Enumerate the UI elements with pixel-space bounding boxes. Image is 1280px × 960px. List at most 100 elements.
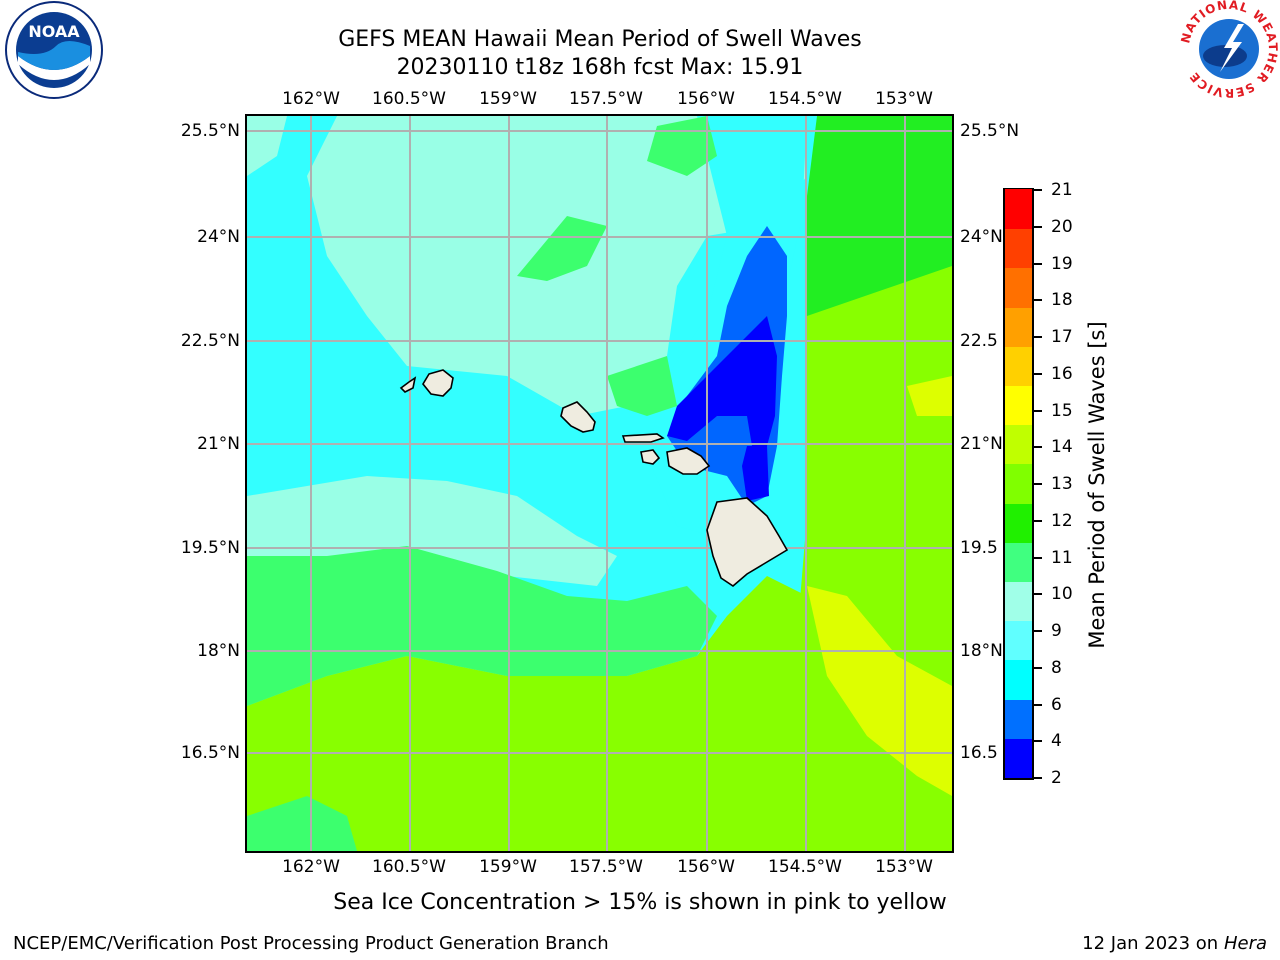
graticule [247,116,952,851]
colorbar-tick-label: 6 [1051,694,1062,715]
colorbar-tick-label: 18 [1051,290,1073,311]
ocean-field-yellow-green [247,576,807,851]
ocean-field-green [517,216,607,281]
colorbar-tick-label: 10 [1051,584,1073,605]
colorbar-segment [1005,463,1032,504]
colorbar-tick [1034,630,1042,632]
lat-label-right: 16.5 [960,743,998,763]
colorbar-tick-label: 16 [1051,363,1073,384]
colorbar-tick-label: 2 [1051,768,1062,788]
footer-host: Hera [1223,933,1267,954]
lat-label-left: 19.5°N [180,538,240,558]
lat-label-right: 21°N [960,434,1003,454]
colorbar-tick [1034,262,1042,265]
colorbar [1003,188,1034,780]
colorbar-tick [1034,336,1042,338]
colorbar-segment [1005,424,1032,465]
colorbar-tick-label: 20 [1051,216,1073,237]
island-outlines [399,369,789,588]
noaa-logo-text: NOAA [28,22,80,41]
colorbar-segment [1005,385,1032,426]
nws-logo: NATIONAL WEATHER SERVICE [1178,0,1279,100]
ocean-field-yellow [907,376,952,416]
lon-label-bottom: 154.5°W [768,857,842,877]
colorbar-segment [1005,620,1032,661]
lat-label-left: 22.5°N [180,331,240,351]
lon-label-bottom: 162°W [282,857,340,877]
colorbar-segment [1005,581,1032,622]
colorbar-tick-label: 12 [1051,510,1073,531]
colorbar-segment [1005,306,1032,347]
colorbar-tick [1034,372,1042,375]
noaa-logo: NOAA [4,0,104,100]
colorbar-tick-label: 11 [1051,547,1073,568]
ocean-field-deep-blue [667,316,777,446]
lon-label-bottom: 159°W [479,857,537,877]
ocean-field-pale [247,476,617,586]
colorbar-segment [1005,542,1032,582]
lon-label-top: 154.5°W [768,89,842,109]
colorbar-segment [1005,346,1032,386]
colorbar-segment [1005,738,1032,778]
colorbar-segment [1005,502,1032,543]
colorbar-segment [1005,228,1032,269]
lat-label-left: 25.5°N [180,121,240,141]
ocean-field-green [247,796,357,851]
lon-label-top: 156°W [677,89,735,109]
sea-ice-note: Sea Ice Concentration > 15% is shown in … [333,890,947,915]
colorbar-tick [1034,225,1042,228]
lat-label-right: 25.5°N [960,121,1020,141]
lat-label-right: 22.5 [960,331,998,351]
map-field-svg [247,116,952,851]
colorbar-tick-label: 14 [1051,437,1073,458]
lon-label-top: 160.5°W [372,89,446,109]
colorbar-segment [1005,659,1032,700]
ocean-field-yellow [807,586,952,796]
colorbar-tick [1034,446,1042,449]
lat-label-left: 16.5°N [180,743,240,763]
lon-label-bottom: 160.5°W [372,857,446,877]
colorbar-tick [1034,556,1042,559]
island-hawaii [706,497,789,588]
ocean-field-green [247,546,717,706]
lat-label-left: 21°N [197,434,240,454]
lon-label-top: 162°W [282,89,340,109]
lon-label-bottom: 157.5°W [569,857,643,877]
lat-label-right: 18°N [960,641,1003,661]
colorbar-tick [1034,409,1042,412]
colorbar-title: Mean Period of Swell Waves [s] [1085,321,1109,649]
colorbar-segment [1005,189,1032,230]
island-niihau [399,376,417,393]
colorbar-tick [1034,189,1042,191]
lat-label-right: 19.5 [960,538,998,558]
colorbar-tick-label: 19 [1051,253,1073,274]
colorbar-tick [1034,299,1042,302]
island-lanai [640,449,661,465]
colorbar-tick [1034,703,1042,706]
ocean-field-green [607,356,677,416]
lon-label-bottom: 153°W [875,857,933,877]
colorbar-tick-label: 13 [1051,474,1073,494]
chart-subtitle: 20230110 t18z 168h fcst Max: 15.91 [396,55,804,80]
colorbar-tick-label: 4 [1051,731,1062,752]
colorbar-tick [1034,593,1042,596]
lon-label-top: 159°W [479,89,537,109]
lon-label-bottom: 156°W [677,857,735,877]
colorbar-segment [1005,267,1032,308]
island-kauai [422,369,454,397]
colorbar-tick [1034,666,1042,669]
colorbar-tick-label: 17 [1051,327,1073,347]
colorbar-tick [1034,740,1042,743]
colorbar-tick [1034,777,1042,779]
lon-label-top: 153°W [875,89,933,109]
lon-label-top: 157.5°W [569,89,643,109]
swell-period-map [245,114,954,853]
footer-credit: NCEP/EMC/Verification Post Processing Pr… [13,933,609,954]
footer-date: 12 Jan 2023 on Hera [1082,933,1267,954]
island-oahu [560,401,596,433]
ocean-field-deep-blue [742,446,769,501]
island-molokai [621,433,665,443]
colorbar-tick [1034,483,1042,485]
colorbar-segment [1005,698,1032,739]
lat-label-left: 24°N [197,227,240,247]
